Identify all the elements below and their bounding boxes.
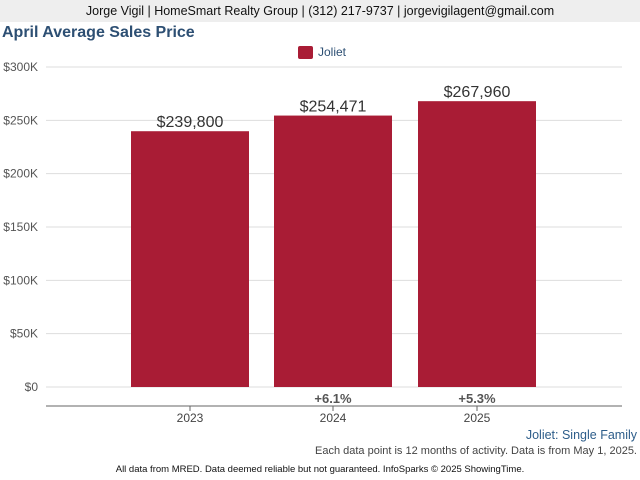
y-tick-label: $300K [3, 60, 38, 74]
bar [274, 115, 392, 387]
footer-disclaimer: All data from MRED. Data deemed reliable… [115, 464, 525, 475]
y-tick-label: $150K [3, 220, 38, 234]
data-note: Each data point is 12 months of activity… [314, 445, 637, 457]
chart-subtitle: Joliet: Single Family [525, 428, 637, 442]
change-label: +6.1% [314, 391, 352, 406]
y-tick-label: $100K [3, 273, 38, 287]
legend-label: Joliet [318, 45, 347, 59]
change-label: +5.3% [458, 391, 496, 406]
x-tick-label: 2024 [320, 411, 347, 425]
x-tick-label: 2023 [177, 411, 204, 425]
y-tick-label: $50K [10, 327, 38, 341]
data-label: $254,471 [300, 99, 367, 116]
y-tick-label: $250K [3, 113, 38, 127]
chart-title: April Average Sales Price [2, 24, 195, 41]
data-label: $239,800 [157, 114, 224, 131]
y-tick-label: $200K [3, 167, 38, 181]
legend[interactable]: Joliet [298, 45, 346, 59]
bar [418, 101, 536, 388]
contact-header: Jorge Vigil | HomeSmart Realty Group | (… [0, 0, 640, 22]
x-tick-label: 2025 [464, 411, 491, 425]
bar [131, 131, 249, 387]
data-label: $267,960 [444, 84, 511, 101]
legend-swatch [298, 45, 313, 59]
y-tick-label: $0 [25, 380, 39, 394]
